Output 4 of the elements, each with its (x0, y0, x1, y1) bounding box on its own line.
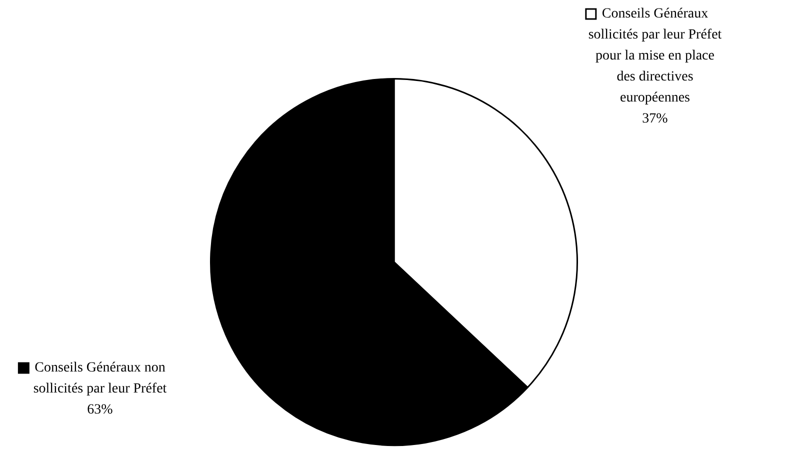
legend-label: Conseils Généraux sollicités par leur Préfet pour la mise en place des directives européennes (588, 6, 722, 106)
data-label: 37% (642, 112, 668, 127)
data-label: 63% (87, 402, 114, 418)
legend-label: Conseils Généraux non sollicités par leur Préfet (33, 360, 167, 397)
